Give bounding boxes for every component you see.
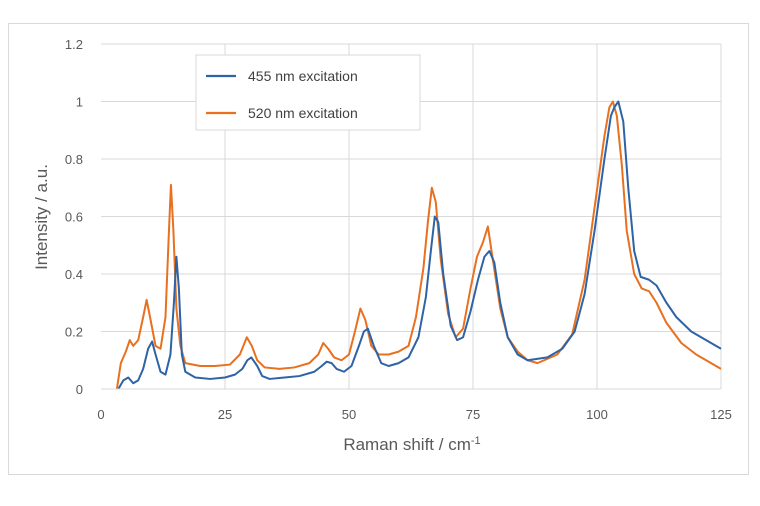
x-tick-label: 0 (97, 407, 104, 422)
legend-box (195, 54, 421, 131)
x-axis-title: Raman shift / cm-1 (343, 435, 480, 454)
series-lines (115, 100, 722, 390)
x-tick-label: 50 (342, 407, 356, 422)
y-tick-label: 0.2 (65, 325, 83, 340)
x-tick-label: 25 (218, 407, 232, 422)
y-tick-label: 0 (76, 382, 83, 397)
x-tick-label: 125 (710, 407, 732, 422)
y-axis-title: Intensity / a.u. (32, 164, 51, 270)
y-tick-label: 0.6 (65, 210, 83, 225)
y-tick-label: 1 (76, 95, 83, 110)
legend-label-455nm: 455 nm excitation (248, 68, 358, 84)
y-tick-label: 1.2 (65, 37, 83, 52)
series-line-455nm (117, 100, 722, 390)
series-line-520nm (115, 100, 722, 390)
y-tick-label: 0.4 (65, 267, 83, 282)
legend-label-520nm: 520 nm excitation (248, 105, 358, 121)
legend: 455 nm excitation 520 nm excitation (195, 54, 421, 131)
x-tick-label: 100 (586, 407, 608, 422)
x-tick-label: 75 (466, 407, 480, 422)
y-tick-label: 0.8 (65, 152, 83, 167)
tick-labels: 0 0.2 0.4 0.6 0.8 1 1.2 0 25 50 75 100 125 (65, 37, 732, 422)
